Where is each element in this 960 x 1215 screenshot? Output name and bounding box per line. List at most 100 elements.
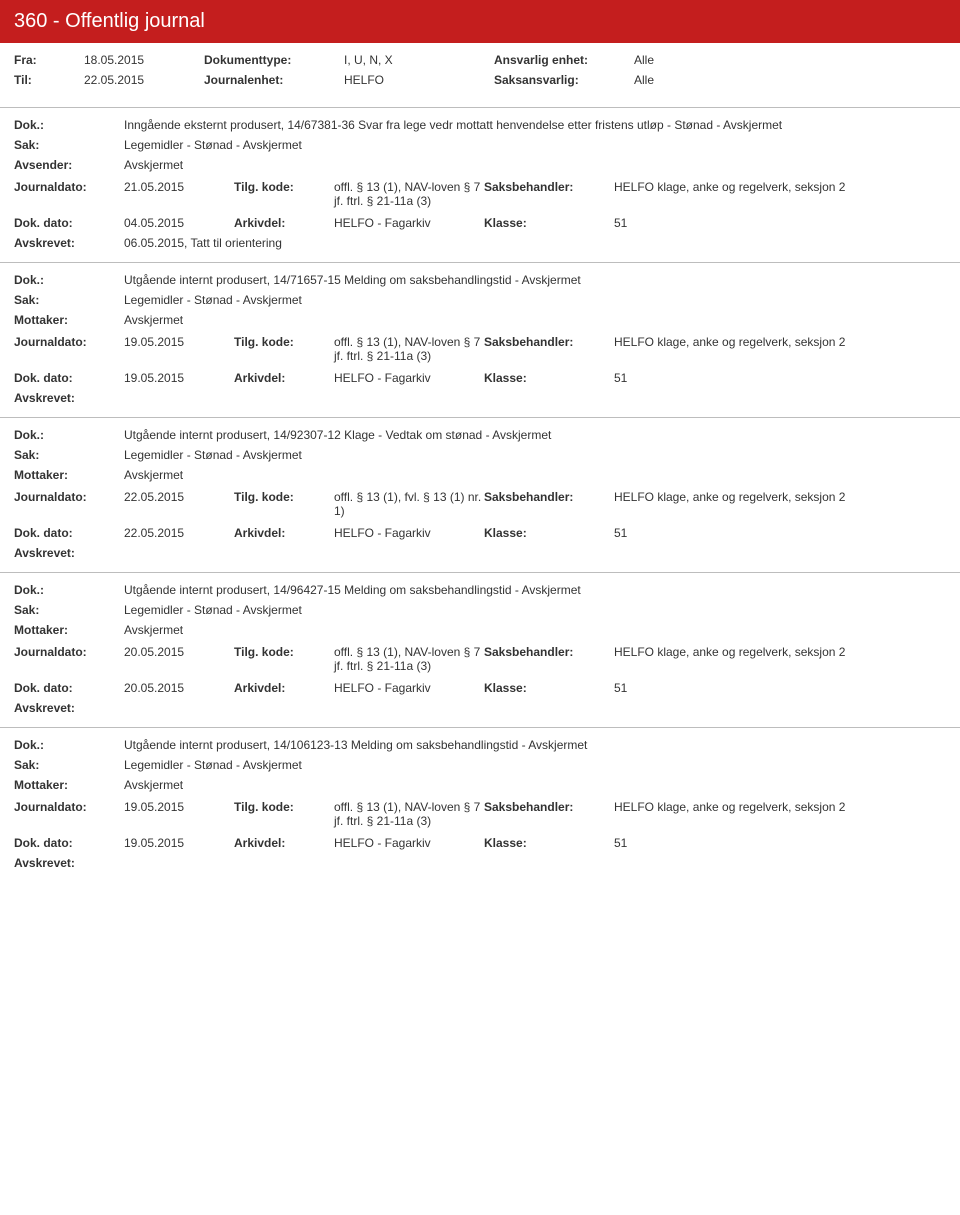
journaldato-value: 22.05.2015 <box>124 490 234 504</box>
tilgkode-label: Tilg. kode: <box>234 335 334 349</box>
tilgkode-value: offl. § 13 (1), NAV-loven § 7 jf. ftrl. … <box>334 645 484 673</box>
journalenhet-label: Journalenhet: <box>204 73 344 87</box>
sak-line: Sak: Legemidler - Stønad - Avskjermet <box>14 758 946 772</box>
meta-row-2: Dok. dato: 04.05.2015 Arkivdel: HELFO - … <box>14 216 946 230</box>
journal-entry: Dok.: Utgående internt produsert, 14/923… <box>0 417 960 572</box>
til-label: Til: <box>14 73 84 87</box>
tilgkode-value: offl. § 13 (1), NAV-loven § 7 jf. ftrl. … <box>334 800 484 828</box>
journaldato-value: 21.05.2015 <box>124 180 234 194</box>
meta-row-1: Journaldato: 20.05.2015 Tilg. kode: offl… <box>14 645 946 673</box>
party-value: Avskjermet <box>124 313 946 327</box>
fra-label: Fra: <box>14 53 84 67</box>
saksbeh-label: Saksbehandler: <box>484 490 614 504</box>
tilgkode-value: offl. § 13 (1), NAV-loven § 7 jf. ftrl. … <box>334 335 484 363</box>
journaldato-value: 20.05.2015 <box>124 645 234 659</box>
sak-line: Sak: Legemidler - Stønad - Avskjermet <box>14 293 946 307</box>
saksbeh-value: HELFO klage, anke og regelverk, seksjon … <box>614 490 946 504</box>
dok-value: Utgående internt produsert, 14/96427-15 … <box>124 583 946 597</box>
saksbeh-label: Saksbehandler: <box>484 645 614 659</box>
saksbeh-label: Saksbehandler: <box>484 800 614 814</box>
klasse-value: 51 <box>614 216 946 230</box>
party-line: Mottaker: Avskjermet <box>14 313 946 327</box>
sak-value: Legemidler - Stønad - Avskjermet <box>124 293 946 307</box>
avskrevet-value <box>124 546 946 560</box>
arkivdel-value: HELFO - Fagarkiv <box>334 526 484 540</box>
avskrevet-line: Avskrevet: <box>14 391 946 405</box>
ansvarlig-label: Ansvarlig enhet: <box>494 53 634 67</box>
entries-container: Dok.: Inngående eksternt produsert, 14/6… <box>0 107 960 882</box>
saksansvarlig-value: Alle <box>634 73 734 87</box>
meta-row-1: Journaldato: 22.05.2015 Tilg. kode: offl… <box>14 490 946 518</box>
sak-label: Sak: <box>14 293 124 307</box>
dok-label: Dok.: <box>14 273 124 287</box>
dok-label: Dok.: <box>14 583 124 597</box>
dok-label: Dok.: <box>14 428 124 442</box>
saksbeh-value: HELFO klage, anke og regelverk, seksjon … <box>614 335 946 349</box>
party-label: Mottaker: <box>14 313 124 327</box>
page-title: 360 - Offentlig journal <box>14 10 205 32</box>
arkivdel-label: Arkivdel: <box>234 216 334 230</box>
saksansvarlig-label: Saksansvarlig: <box>494 73 634 87</box>
meta-row-1: Journaldato: 19.05.2015 Tilg. kode: offl… <box>14 335 946 363</box>
dok-line: Dok.: Utgående internt produsert, 14/716… <box>14 273 946 287</box>
party-value: Avskjermet <box>124 468 946 482</box>
arkivdel-label: Arkivdel: <box>234 836 334 850</box>
journaldato-label: Journaldato: <box>14 335 124 349</box>
klasse-label: Klasse: <box>484 216 614 230</box>
klasse-value: 51 <box>614 371 946 385</box>
sak-line: Sak: Legemidler - Stønad - Avskjermet <box>14 448 946 462</box>
party-line: Avsender: Avskjermet <box>14 158 946 172</box>
tilgkode-value: offl. § 13 (1), fvl. § 13 (1) nr. 1) <box>334 490 484 518</box>
saksbeh-value: HELFO klage, anke og regelverk, seksjon … <box>614 800 946 814</box>
arkivdel-label: Arkivdel: <box>234 371 334 385</box>
tilgkode-value: offl. § 13 (1), NAV-loven § 7 jf. ftrl. … <box>334 180 484 208</box>
party-value: Avskjermet <box>124 158 946 172</box>
sak-label: Sak: <box>14 603 124 617</box>
avskrevet-label: Avskrevet: <box>14 701 124 715</box>
meta-row-2: Dok. dato: 19.05.2015 Arkivdel: HELFO - … <box>14 371 946 385</box>
party-label: Avsender: <box>14 158 124 172</box>
dok-line: Dok.: Utgående internt produsert, 14/923… <box>14 428 946 442</box>
fra-value: 18.05.2015 <box>84 53 204 67</box>
avskrevet-line: Avskrevet: <box>14 701 946 715</box>
arkivdel-value: HELFO - Fagarkiv <box>334 681 484 695</box>
sak-line: Sak: Legemidler - Stønad - Avskjermet <box>14 603 946 617</box>
dok-value: Utgående internt produsert, 14/71657-15 … <box>124 273 946 287</box>
filter-row-2: Til: 22.05.2015 Journalenhet: HELFO Saks… <box>14 73 946 87</box>
dok-label: Dok.: <box>14 118 124 132</box>
meta-row-2: Dok. dato: 19.05.2015 Arkivdel: HELFO - … <box>14 836 946 850</box>
meta-row-2: Dok. dato: 20.05.2015 Arkivdel: HELFO - … <box>14 681 946 695</box>
party-label: Mottaker: <box>14 778 124 792</box>
tilgkode-label: Tilg. kode: <box>234 180 334 194</box>
sak-label: Sak: <box>14 448 124 462</box>
klasse-label: Klasse: <box>484 681 614 695</box>
journaldato-value: 19.05.2015 <box>124 335 234 349</box>
dok-value: Utgående internt produsert, 14/92307-12 … <box>124 428 946 442</box>
avskrevet-label: Avskrevet: <box>14 391 124 405</box>
avskrevet-label: Avskrevet: <box>14 546 124 560</box>
dok-label: Dok.: <box>14 738 124 752</box>
saksbeh-label: Saksbehandler: <box>484 180 614 194</box>
dokdato-label: Dok. dato: <box>14 681 124 695</box>
avskrevet-label: Avskrevet: <box>14 236 124 250</box>
journaldato-label: Journaldato: <box>14 180 124 194</box>
dok-line: Dok.: Inngående eksternt produsert, 14/6… <box>14 118 946 132</box>
doktype-value: I, U, N, X <box>344 53 494 67</box>
sak-value: Legemidler - Stønad - Avskjermet <box>124 138 946 152</box>
tilgkode-label: Tilg. kode: <box>234 800 334 814</box>
saksbeh-label: Saksbehandler: <box>484 335 614 349</box>
journal-entry: Dok.: Utgående internt produsert, 14/716… <box>0 262 960 417</box>
journaldato-value: 19.05.2015 <box>124 800 234 814</box>
avskrevet-value: 06.05.2015, Tatt til orientering <box>124 236 946 250</box>
journal-entry: Dok.: Utgående internt produsert, 14/106… <box>0 727 960 882</box>
dokdato-label: Dok. dato: <box>14 371 124 385</box>
page-header: 360 - Offentlig journal <box>0 0 960 43</box>
party-label: Mottaker: <box>14 623 124 637</box>
saksbeh-value: HELFO klage, anke og regelverk, seksjon … <box>614 180 946 194</box>
party-line: Mottaker: Avskjermet <box>14 468 946 482</box>
dokdato-label: Dok. dato: <box>14 836 124 850</box>
avskrevet-label: Avskrevet: <box>14 856 124 870</box>
dok-line: Dok.: Utgående internt produsert, 14/106… <box>14 738 946 752</box>
dokdato-value: 22.05.2015 <box>124 526 234 540</box>
avskrevet-line: Avskrevet: <box>14 546 946 560</box>
